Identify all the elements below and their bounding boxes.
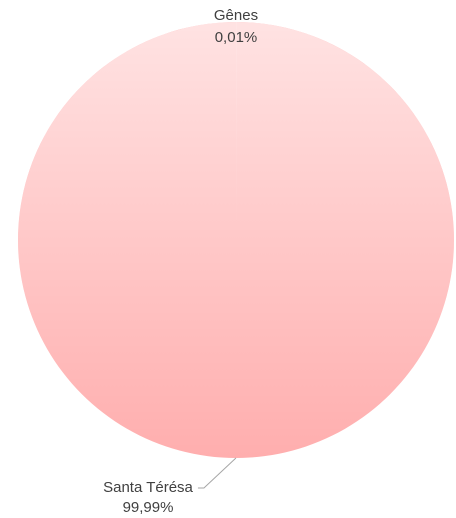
slice-label: Santa Térésa	[103, 479, 193, 496]
slice-label: Gênes	[214, 7, 258, 24]
slice-value-label: 99,99%	[123, 499, 174, 516]
slice-value-label: 0,01%	[215, 29, 258, 46]
leader-line	[197, 457, 237, 489]
pie-slice	[17, 22, 454, 458]
